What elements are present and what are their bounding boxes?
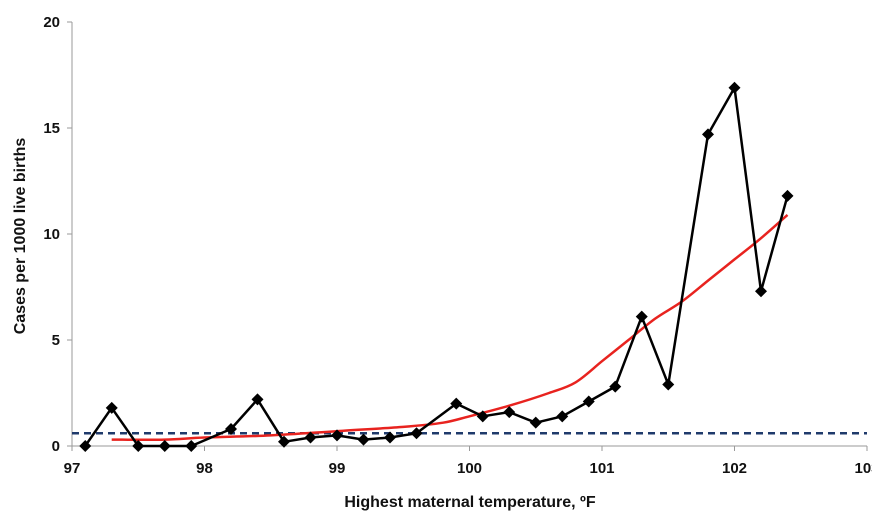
data-point-marker [225,423,237,436]
y-tick-label: 0 [52,438,60,455]
y-tick-label: 20 [43,14,60,31]
x-tick-label: 101 [589,460,614,477]
data-point-marker [476,410,489,423]
y-tick-label: 10 [43,226,60,243]
data-point-marker [331,429,343,442]
data-point-marker [755,285,767,298]
data-point-marker [781,189,794,202]
x-tick-label: 102 [722,460,747,477]
y-ticks: 0 5 10 15 20 [43,14,72,455]
y-axis-title: Cases per 1000 live births [12,138,29,335]
data-point-marker [702,128,714,141]
data-point-marker [450,397,463,410]
y-tick-label: 15 [43,120,60,137]
data-point-marker [79,440,92,452]
data-point-marker [728,81,741,94]
x-tick-label: 98 [196,460,213,477]
data-point-marker [132,440,145,452]
data-point-marker [529,416,542,429]
data-point-marker [357,433,370,446]
x-tick-label: 100 [457,460,482,477]
trend-line [111,213,789,442]
data-point-marker [556,410,569,423]
data-point-marker [251,393,264,406]
data-point-marker [384,431,396,444]
x-ticks: 97 98 99 100 101 102 103 [64,446,872,477]
x-tick-label: 103 [854,460,872,477]
y-tick-label: 5 [52,332,60,349]
data-point-marker [304,431,317,444]
data-point-marker [609,380,622,393]
data-point-marker [410,427,423,440]
data-point-marker [158,440,171,452]
data-point-marker [503,406,516,419]
data-point-marker [662,378,675,391]
x-tick-label: 99 [329,460,346,477]
data-point-marker [582,395,595,408]
data-point-marker [278,435,290,448]
data-point-marker [635,310,648,323]
x-axis-title: Highest maternal temperature, ºF [344,494,595,511]
series-layer [72,81,867,452]
observed-line [84,86,789,448]
x-tick-label: 97 [64,460,81,477]
data-point-marker [105,401,118,414]
data-point-marker [185,440,198,452]
axes [71,22,867,447]
